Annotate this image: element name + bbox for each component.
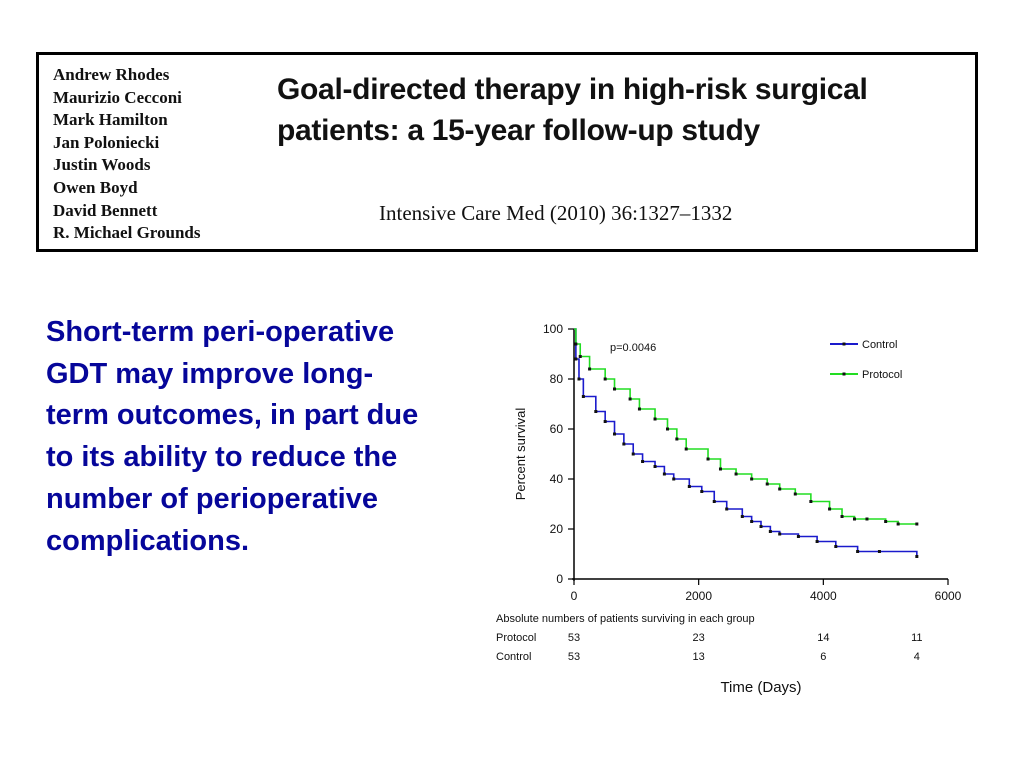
series-line-control [574,328,918,557]
censor-mark-protocol [896,522,900,526]
y-tick-label: 0 [556,572,563,586]
censor-mark-protocol [840,515,844,518]
censor-mark-protocol [684,447,688,451]
y-axis-label: Percent survival [513,408,528,501]
legend-marker-control [842,342,846,346]
censor-mark-protocol [884,520,888,523]
censor-mark-control [574,357,578,361]
censor-mark-control [915,555,919,558]
censor-mark-control [672,477,676,481]
key-statement: Short-term peri-operative GDT may improv… [46,316,419,557]
series-line-protocol [574,328,917,525]
author-list: Andrew Rhodes Maurizio Cecconi Mark Hami… [53,64,201,245]
censor-mark-control [622,442,626,446]
censor-mark-control [613,432,617,436]
censor-mark-protocol [750,477,754,481]
censor-mark-protocol [578,355,582,358]
censor-mark-control [687,485,691,488]
censor-mark-protocol [628,397,632,401]
censor-mark-protocol [675,437,679,441]
risk-table-value: 6 [820,651,826,663]
censor-mark-control [796,535,800,538]
risk-table-value: 53 [568,651,580,663]
legend-label-control: Control [862,339,897,351]
survival-chart: 0 20 40 60 80 100 0 2000 4000 6000 Percent surviva… [496,322,962,696]
paper-title-line: patients: a 15-year follow-up study [277,114,760,147]
risk-table-value: 53 [568,632,580,644]
risk-table-value: 11 [911,632,922,644]
x-tick-label: 4000 [810,589,837,603]
censor-mark-control [653,465,657,468]
censor-mark-protocol [718,467,722,471]
censor-mark-control [768,530,772,533]
censor-mark-control [662,472,666,476]
y-tick-label: 80 [550,372,564,386]
censor-mark-protocol [853,517,856,521]
censor-mark-control [815,540,819,543]
risk-table-value: 14 [817,632,829,644]
censor-mark-control [778,532,782,536]
censor-mark-protocol [915,522,919,526]
paper-title-line: Goal-directed therapy in high-risk surgi… [277,73,868,106]
author-name: David Bennett [53,200,158,220]
censor-mark-protocol [574,342,578,346]
x-tick-label: 6000 [935,589,962,603]
censor-mark-protocol [809,500,813,503]
risk-table-row-label: Protocol [496,632,536,644]
censor-mark-protocol [666,427,669,431]
censor-mark-protocol [865,517,869,521]
y-tick-label: 20 [550,522,564,536]
censor-mark-protocol [653,417,657,421]
author-name: Mark Hamilton [53,110,168,130]
censor-mark-control [725,507,729,511]
legend-marker-protocol [842,372,846,376]
paper-title: Goal-directed therapy in high-risk surgi… [277,69,977,151]
censor-mark-protocol [588,367,592,371]
author-name: Andrew Rhodes [53,65,170,84]
y-tick-label: 100 [543,322,563,336]
censor-mark-protocol [706,457,710,461]
censor-mark-control [577,377,581,381]
author-name: Justin Woods [53,155,151,175]
author-name: R. Michael Grounds [53,223,201,243]
censor-mark-control [712,500,716,503]
censor-mark-protocol [603,377,607,381]
author-name: Jan Poloniecki [53,132,160,152]
risk-table-title: Absolute numbers of patients surviving i… [496,613,755,625]
censor-mark-protocol [793,492,797,496]
y-tick-label: 40 [550,472,564,486]
p-value-annotation: p=0.0046 [610,342,656,354]
censor-mark-protocol [765,482,769,486]
x-tick-label: 2000 [685,589,712,603]
y-tick-label: 60 [550,422,564,436]
legend-label-protocol: Protocol [862,369,902,381]
censor-mark-control [700,490,704,493]
censor-mark-protocol [734,472,738,476]
censor-mark-protocol [828,507,832,511]
censor-mark-protocol [778,487,782,491]
x-axis-label: Time (Days) [720,679,801,696]
censor-mark-control [750,520,754,523]
censor-mark-control [603,420,607,423]
censor-mark-protocol [613,387,617,391]
censor-mark-control [834,545,838,548]
journal-citation: Intensive Care Med (2010) 36:1327–1332 [379,201,733,225]
censor-mark-control [856,550,860,553]
censor-mark-control [641,460,645,463]
risk-table-value: 23 [693,632,705,644]
x-tick-label: 0 [571,589,578,603]
censor-mark-control [594,410,598,413]
author-name: Maurizio Cecconi [53,87,182,107]
paper-header: Andrew Rhodes Maurizio Cecconi Mark Hami… [36,52,978,252]
risk-table-row-label: Control [496,651,531,663]
risk-table-value: 13 [693,651,705,663]
risk-table-value: 4 [914,651,920,663]
author-name: Owen Boyd [53,177,138,197]
censor-mark-control [877,550,881,553]
censor-mark-control [740,515,744,518]
censor-mark-control [759,525,763,528]
censor-mark-control [581,395,585,398]
censor-mark-protocol [637,407,641,411]
censor-mark-control [631,452,635,456]
